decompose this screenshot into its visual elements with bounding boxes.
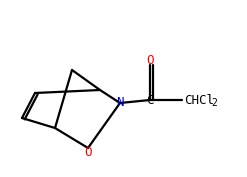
Text: CHCl: CHCl (184, 93, 214, 107)
Text: 2: 2 (211, 98, 217, 108)
Text: O: O (146, 55, 154, 67)
Text: N: N (116, 96, 124, 110)
Text: C: C (146, 93, 154, 107)
Text: O: O (84, 145, 92, 158)
